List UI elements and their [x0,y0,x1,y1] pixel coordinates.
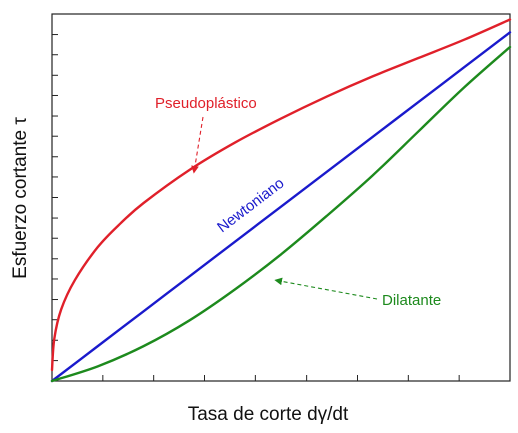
series-line-pseudoplastico [50,18,512,372]
x-axis-ticks [51,375,511,381]
series-layer [50,18,512,383]
series-line-dilatante [50,45,512,383]
series-line-newtoniano [50,31,512,383]
label-newtoniano: Newtoniano [214,175,287,237]
plot-frame [51,13,511,382]
label-pseudoplastico: Pseudoplástico [155,95,257,112]
annotation-layer: Pseudoplástico Newtoniano Dilatante [155,95,441,309]
arrow-pseudoplastico [191,116,204,174]
x-axis-title: Tasa de corte dγ/dt [188,404,349,425]
label-dilatante: Dilatante [382,292,441,309]
y-axis-title: Esfuerzo cortante τ [10,117,31,279]
arrow-dilatante [274,277,378,300]
